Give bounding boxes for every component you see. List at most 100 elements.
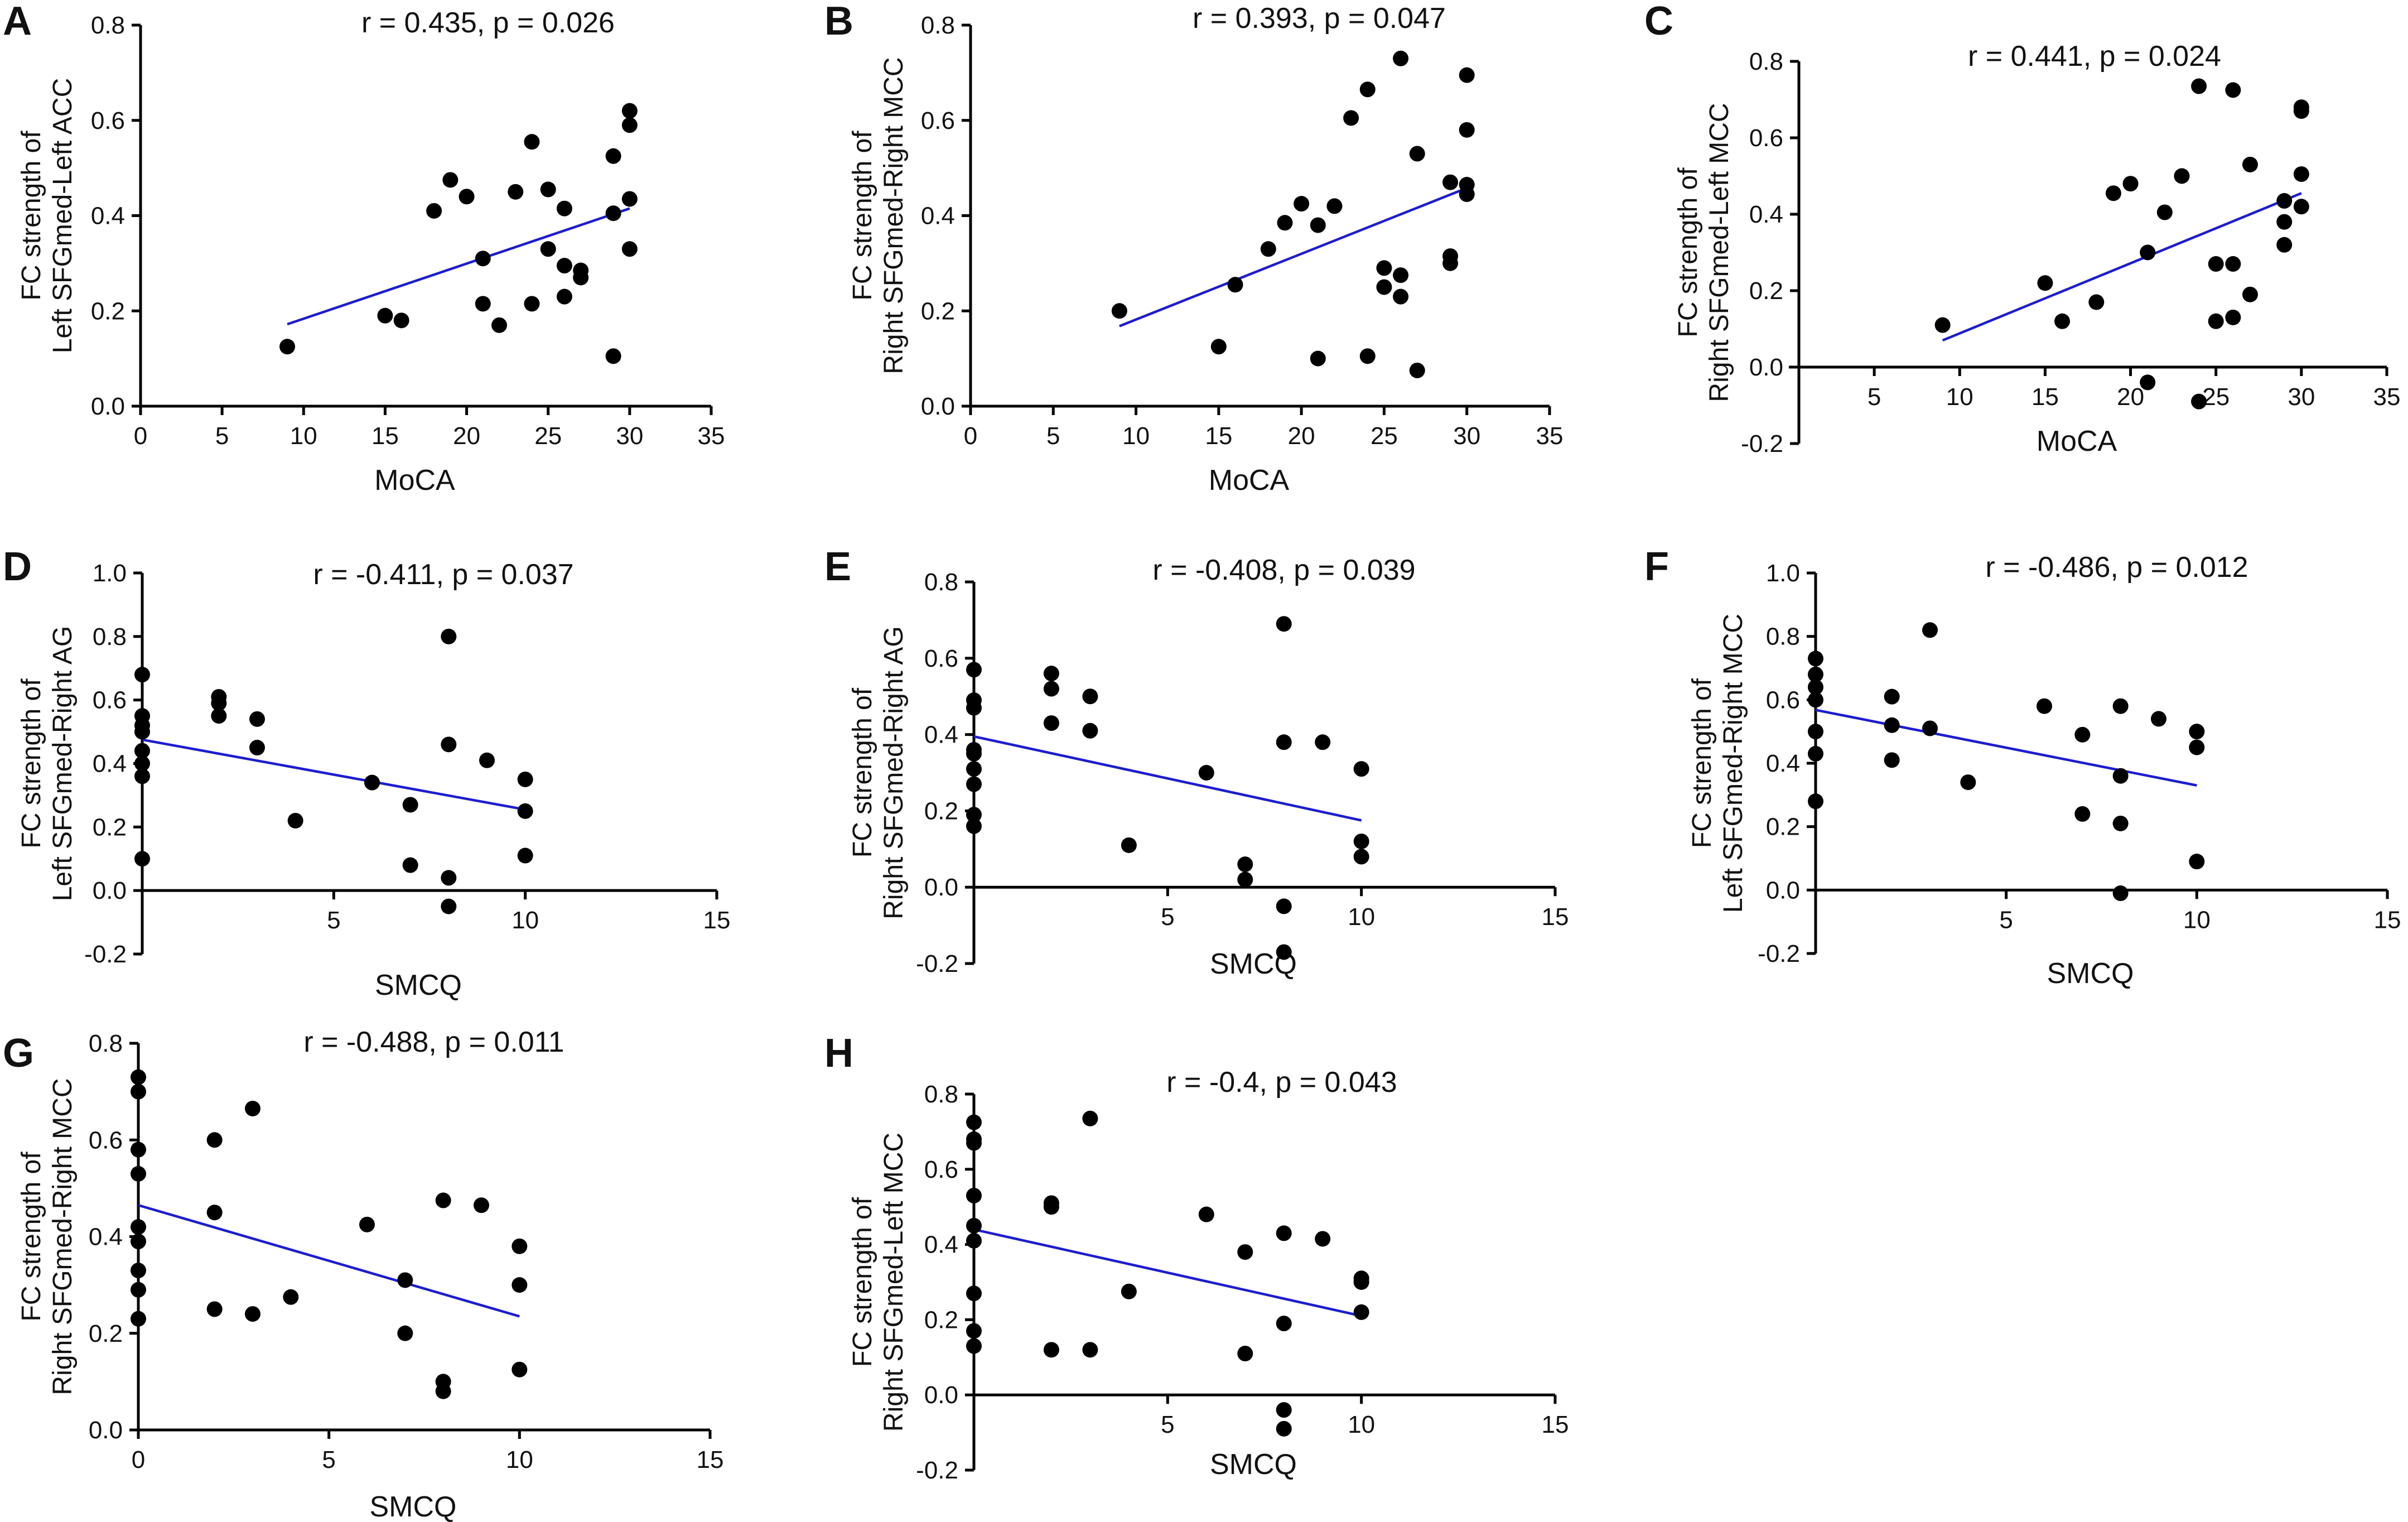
- data-point: [1276, 1316, 1292, 1332]
- y-tick-label: 0.8: [91, 12, 125, 39]
- y-axis-label: FC strength ofRight SFGmed-Right MCC: [848, 57, 909, 374]
- correlation-stat: r = 0.441, p = 0.024: [1968, 40, 2221, 73]
- y-tick-label: 1.0: [93, 560, 127, 587]
- y-tick-label: 0.2: [924, 797, 958, 825]
- x-tick-label: 15: [1542, 1411, 1569, 1438]
- data-point: [134, 743, 150, 759]
- correlation-stat: r = -0.4, p = 0.043: [1166, 1066, 1397, 1099]
- y-axis-label-line: FC strength of: [848, 1197, 877, 1367]
- x-tick-label: 30: [616, 422, 643, 450]
- data-point: [966, 662, 982, 678]
- data-point: [131, 1311, 146, 1327]
- x-axis-label: SMCQ: [370, 1491, 457, 1522]
- x-tick-label: 5: [1161, 903, 1174, 931]
- x-tick-label: 5: [322, 1446, 335, 1473]
- x-tick-label: 35: [2373, 383, 2401, 411]
- data-point: [1808, 692, 1823, 708]
- y-tick-label: 0.8: [1766, 623, 1800, 651]
- x-tick-label: 0: [964, 422, 977, 450]
- data-point: [211, 708, 227, 724]
- data-point: [397, 1272, 413, 1288]
- y-tick-label: 0.6: [1766, 686, 1800, 714]
- y-axis-label-line: FC strength of: [1673, 167, 1703, 338]
- data-point: [1237, 1346, 1253, 1362]
- data-point: [1376, 260, 1392, 276]
- data-point: [1294, 196, 1310, 212]
- data-point: [1884, 752, 1900, 768]
- data-point: [441, 898, 457, 914]
- data-point: [966, 776, 982, 792]
- data-point: [441, 870, 457, 886]
- data-point: [131, 1142, 146, 1158]
- y-axis-label-line: Right SFGmed-Left MCC: [1705, 103, 1734, 402]
- data-point: [1393, 267, 1409, 283]
- correlation-stat: r = -0.408, p = 0.039: [1152, 554, 1415, 586]
- y-tick-label: 0.4: [89, 1224, 123, 1251]
- panel-letter: F: [1644, 545, 1669, 589]
- regression-line: [138, 1204, 520, 1318]
- x-tick-label: 5: [1867, 383, 1881, 411]
- data-point: [474, 1197, 489, 1213]
- x-tick-label: 10: [2183, 906, 2211, 933]
- data-point: [435, 1383, 451, 1399]
- data-point: [402, 797, 418, 813]
- data-point: [1276, 734, 1292, 750]
- data-point: [605, 348, 621, 364]
- data-point: [2191, 78, 2207, 94]
- data-point: [475, 296, 491, 312]
- data-point: [1310, 217, 1326, 233]
- y-axis-label: FC strength ofLeft SFGmed-Right MCC: [1687, 614, 1748, 913]
- correlation-stat: r = 0.435, p = 0.026: [361, 7, 615, 39]
- x-tick-label: 25: [534, 422, 562, 450]
- y-tick-label: 0.4: [1766, 750, 1800, 777]
- data-point: [131, 1263, 146, 1279]
- y-tick-label: 0.6: [91, 107, 125, 134]
- data-point: [1043, 715, 1059, 731]
- x-tick-label: 10: [1348, 1411, 1375, 1438]
- x-tick-label: 0: [132, 1446, 145, 1473]
- data-point: [1121, 837, 1137, 853]
- data-point: [2191, 393, 2207, 410]
- data-point: [1884, 688, 1900, 705]
- data-point: [1082, 1110, 1098, 1126]
- data-point: [1315, 1231, 1331, 1247]
- x-tick-label: 20: [2117, 383, 2144, 411]
- data-point: [206, 1132, 223, 1148]
- data-point: [1393, 288, 1409, 305]
- y-tick-label: -0.2: [84, 941, 127, 968]
- data-point: [540, 181, 556, 198]
- data-point: [2293, 199, 2309, 215]
- data-point: [2242, 286, 2258, 302]
- x-axis-label: SMCQ: [375, 969, 462, 1001]
- data-point: [2276, 193, 2293, 209]
- data-point: [1043, 681, 1059, 697]
- data-point: [1111, 303, 1127, 319]
- x-tick-label: 15: [371, 422, 399, 450]
- correlation-stat: r = 0.393, p = 0.047: [1193, 2, 1446, 35]
- data-point: [1934, 317, 1951, 333]
- data-point: [517, 803, 533, 819]
- data-point: [966, 1232, 982, 1249]
- data-point: [1277, 215, 1293, 231]
- y-tick-label: -0.2: [1741, 430, 1783, 457]
- data-point: [1276, 944, 1292, 960]
- y-tick-label: 0.0: [91, 393, 125, 420]
- data-point: [206, 1301, 223, 1317]
- data-point: [556, 288, 572, 305]
- data-point: [1409, 362, 1425, 378]
- y-tick-label: 0.4: [1749, 201, 1783, 228]
- y-axis-label-line: Right SFGmed-Right MCC: [48, 1078, 78, 1395]
- x-tick-label: 20: [1288, 422, 1315, 450]
- data-point: [605, 148, 621, 164]
- data-point: [441, 628, 457, 644]
- data-point: [1276, 1225, 1292, 1241]
- x-tick-label: 15: [1542, 903, 1569, 931]
- data-point: [1353, 834, 1369, 850]
- regression-line: [1119, 186, 1468, 327]
- data-point: [1808, 666, 1823, 682]
- y-tick-label: 0.6: [93, 687, 127, 714]
- y-tick-label: 0.0: [89, 1417, 123, 1444]
- data-point: [131, 1083, 146, 1100]
